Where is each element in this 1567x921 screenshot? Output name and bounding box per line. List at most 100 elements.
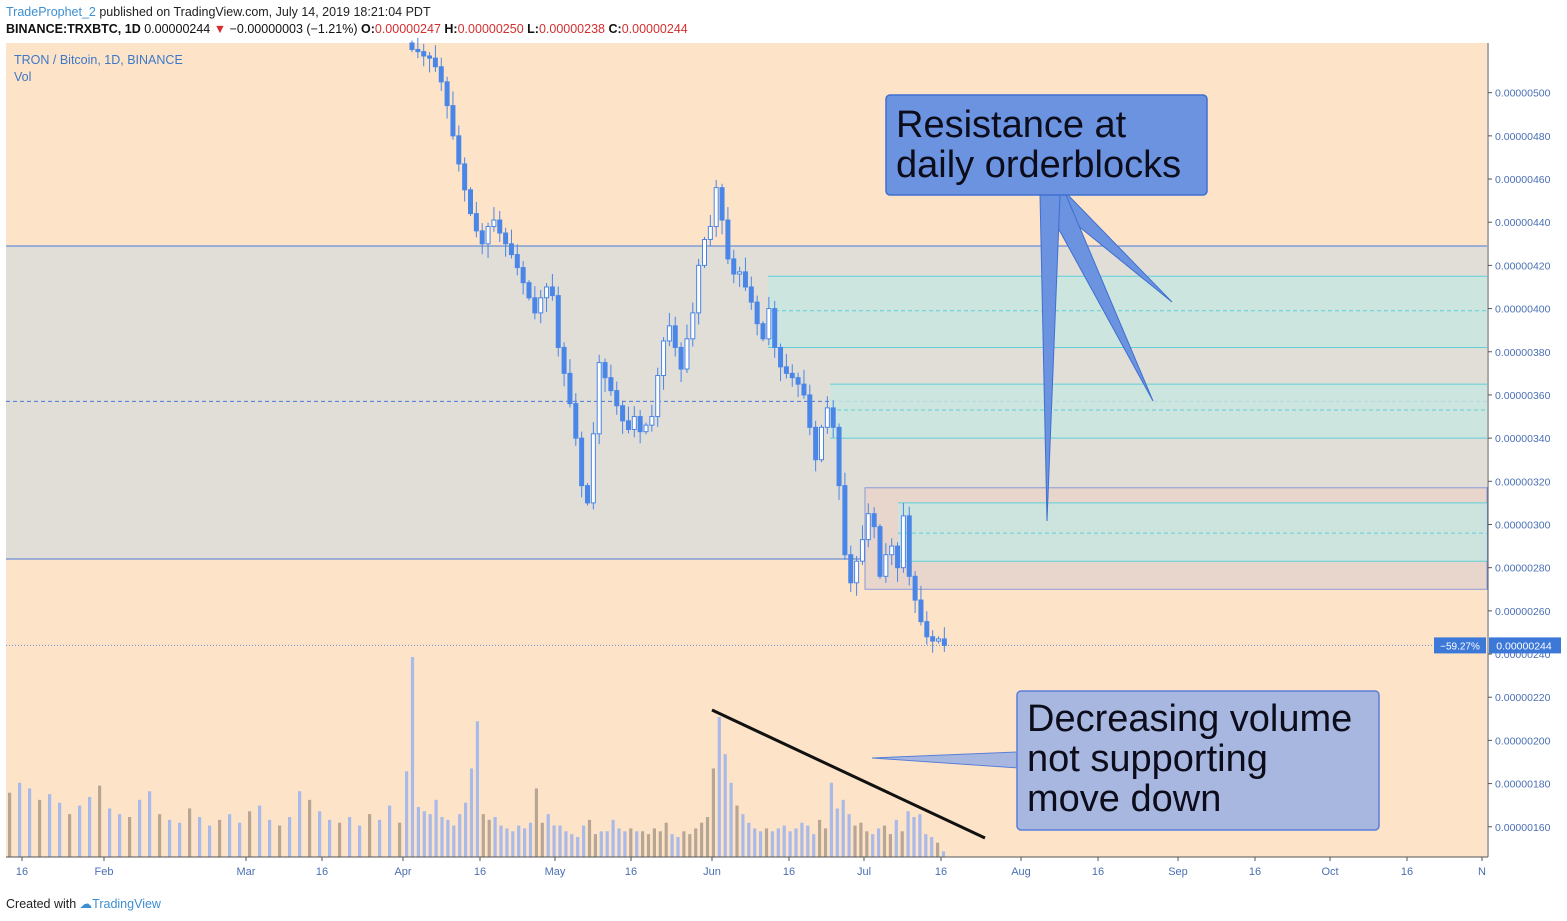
candle-body (508, 243, 514, 256)
candle (707, 214, 713, 246)
candle-body (532, 297, 538, 314)
candle-body (579, 437, 585, 487)
volume-bar (941, 851, 946, 857)
volume-bar (623, 831, 627, 857)
volume-bar (635, 831, 639, 857)
candle (842, 472, 848, 560)
candle-body (930, 636, 936, 642)
y-tick-label: 0.00000400 (1495, 304, 1551, 316)
volume-bar (499, 825, 503, 857)
volume-bar (888, 834, 892, 857)
legend-vol: Vol (14, 70, 31, 84)
candle (643, 422, 649, 435)
volume-bar (782, 825, 786, 857)
candle (918, 585, 924, 626)
candle (567, 359, 573, 408)
volume-bar (806, 825, 810, 857)
volume-bar (88, 797, 92, 857)
candle-body (678, 346, 684, 370)
candle (848, 545, 854, 592)
candle-body (748, 286, 754, 303)
candle (432, 45, 438, 72)
resistance-annotation-line: Resistance at (896, 104, 1127, 146)
volume-bar (178, 822, 182, 857)
volume-bar (646, 834, 651, 857)
candle (479, 223, 485, 255)
y-tick-label: 0.00000420 (1495, 260, 1551, 272)
volume-bar (198, 817, 202, 857)
candle-body (707, 226, 713, 240)
volume-bar (705, 817, 710, 857)
volume-bar (882, 825, 887, 857)
x-tick-label: 16 (316, 866, 328, 878)
candle (719, 183, 725, 235)
volume-bar (700, 822, 704, 857)
volume-bar (759, 831, 763, 857)
candle (830, 400, 836, 438)
tradingview-brand[interactable]: TradingView (92, 897, 161, 911)
candle (538, 290, 544, 324)
candle-body (573, 403, 579, 439)
volume-bar (582, 825, 586, 857)
volume-bar (158, 814, 162, 857)
volume-bar (800, 822, 804, 857)
volume-bar (694, 828, 698, 857)
candle (666, 312, 672, 347)
volume-bar (475, 721, 479, 857)
candle-body (801, 383, 807, 396)
volume-bar (788, 831, 792, 857)
candle-body (684, 338, 690, 370)
volume-bar (348, 817, 352, 857)
candle-body (789, 372, 795, 379)
candle-body (702, 238, 707, 266)
candle (924, 611, 930, 645)
candle-body (438, 66, 444, 83)
volume-bar (288, 817, 292, 857)
y-tick-label: 0.00000220 (1495, 692, 1551, 704)
candle (508, 229, 514, 259)
candle-body (690, 312, 696, 340)
volume-bar (268, 819, 272, 857)
candle (877, 524, 883, 579)
candle-body (590, 433, 596, 504)
volume-bar (534, 788, 538, 857)
volume-bar (128, 817, 132, 857)
volume-bar (611, 819, 615, 857)
volume-bar (599, 831, 603, 857)
candle-body (900, 515, 906, 569)
orderblock-zone (898, 502, 1487, 562)
candle (836, 423, 842, 500)
candle (936, 636, 941, 644)
callout-box (1016, 690, 1380, 831)
volume-bar (422, 811, 426, 857)
open-value: 0.00000247 (374, 22, 441, 36)
volume-bar (18, 782, 22, 857)
volume-bar (871, 834, 875, 857)
volume-bar (936, 842, 940, 857)
candle (807, 384, 813, 436)
volume-bar (906, 811, 910, 857)
volume-bar (717, 717, 721, 857)
candle (450, 91, 456, 140)
candle (655, 367, 661, 427)
volume-bar (248, 811, 252, 857)
candle (590, 422, 596, 510)
volume-bar (593, 834, 597, 857)
candle-body (462, 163, 468, 191)
volume-bar (258, 805, 262, 857)
candle (614, 381, 620, 415)
y-tick-label: 0.00000360 (1495, 390, 1551, 402)
candle-body (819, 426, 824, 461)
volume-bar (481, 814, 485, 857)
publisher-name[interactable]: TradeProphet_2 (6, 5, 96, 19)
candle-body (719, 187, 725, 221)
volume-bar (930, 837, 934, 857)
volume-bar (238, 822, 242, 857)
candle (795, 372, 801, 398)
low-value: 0.00000238 (538, 22, 605, 36)
candle (561, 342, 567, 387)
volume-bar (58, 802, 62, 857)
candle (620, 400, 626, 434)
candle (772, 300, 778, 358)
